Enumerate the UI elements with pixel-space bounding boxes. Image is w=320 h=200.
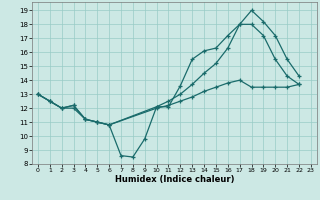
X-axis label: Humidex (Indice chaleur): Humidex (Indice chaleur): [115, 175, 234, 184]
